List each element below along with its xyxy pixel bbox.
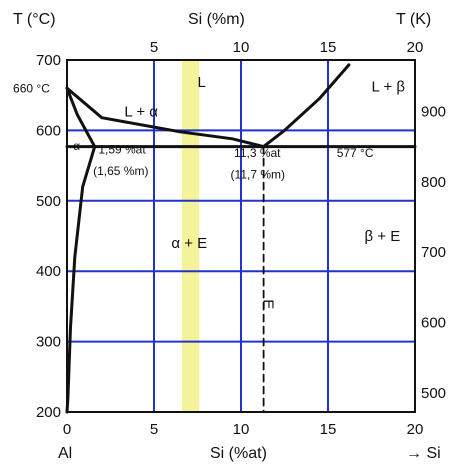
phase-boundary-line-3 xyxy=(65,145,97,414)
grid-layer xyxy=(67,60,415,412)
x-tick-label: 0 xyxy=(63,421,71,438)
x-top-axis-label: Si (%m) xyxy=(188,11,245,28)
y-tick-label: 400 xyxy=(36,263,61,280)
y-right-tick-label: 700 xyxy=(421,244,446,261)
phase-boundary-line-1 xyxy=(262,63,351,149)
annotation-label: L + β xyxy=(372,79,406,96)
annotation-label: β + E xyxy=(365,228,401,245)
x-top-tick-label: 15 xyxy=(320,39,337,56)
phase-boundary-line-0 xyxy=(65,86,266,149)
y-tick-label: 600 xyxy=(36,122,61,139)
annotation-label: 577 °C xyxy=(337,146,374,160)
y-right-tick-label: 800 xyxy=(421,174,446,191)
x-top-tick-label: 10 xyxy=(233,39,250,56)
annotation-label: 1,59 %at xyxy=(98,143,146,157)
annotation-label: (11,7 %m) xyxy=(231,167,285,181)
y-tick-label: 200 xyxy=(36,404,61,421)
x-top-tick-label: 20 xyxy=(407,39,424,56)
series-layer xyxy=(65,63,417,414)
x-tick-label: 15 xyxy=(320,421,337,438)
annotation-label: 660 °C xyxy=(13,81,50,95)
y-tick-label: 500 xyxy=(36,193,61,210)
y-tick-label: 300 xyxy=(36,334,61,351)
plot-frame xyxy=(66,59,416,413)
x-tick-label: 10 xyxy=(233,421,250,438)
annotation-label: L + α xyxy=(124,103,158,120)
x-end-label: → Si xyxy=(406,445,441,462)
annotation-label: 11,3 %at xyxy=(234,146,281,160)
annotation-label: L xyxy=(198,74,206,91)
annotation-label: (1,65 %m) xyxy=(93,164,148,178)
annotation-label: α + E xyxy=(171,235,207,252)
annotation-layer: 660 °C L + α L L + β α 1,59 %at (1,65 %m) 11,3 … xyxy=(13,74,405,310)
x-origin-label: Al xyxy=(58,445,72,462)
annotation-label: α xyxy=(73,139,80,153)
x-top-tick-label: 5 xyxy=(150,39,158,56)
x-tick-label: 20 xyxy=(407,421,424,438)
y-right-tick-label: 600 xyxy=(421,315,446,332)
y-axis-label: T (°C) xyxy=(13,11,56,28)
y-tick-label: 700 xyxy=(36,52,61,69)
y-right-tick-label: 900 xyxy=(421,103,446,120)
x-tick-label: 5 xyxy=(150,421,158,438)
phase-boundary-line-2 xyxy=(65,86,97,149)
annotation-label: E xyxy=(260,299,277,309)
tick-label-layer: 0 5 10 15 20 5 10 15 20 200 300 400 500 600 700 500 600 7… xyxy=(36,39,446,438)
x-bottom-axis-label: Si (%at) xyxy=(210,445,267,462)
y-right-tick-label: 500 xyxy=(421,385,446,402)
y-right-axis-label: T (K) xyxy=(396,11,431,28)
